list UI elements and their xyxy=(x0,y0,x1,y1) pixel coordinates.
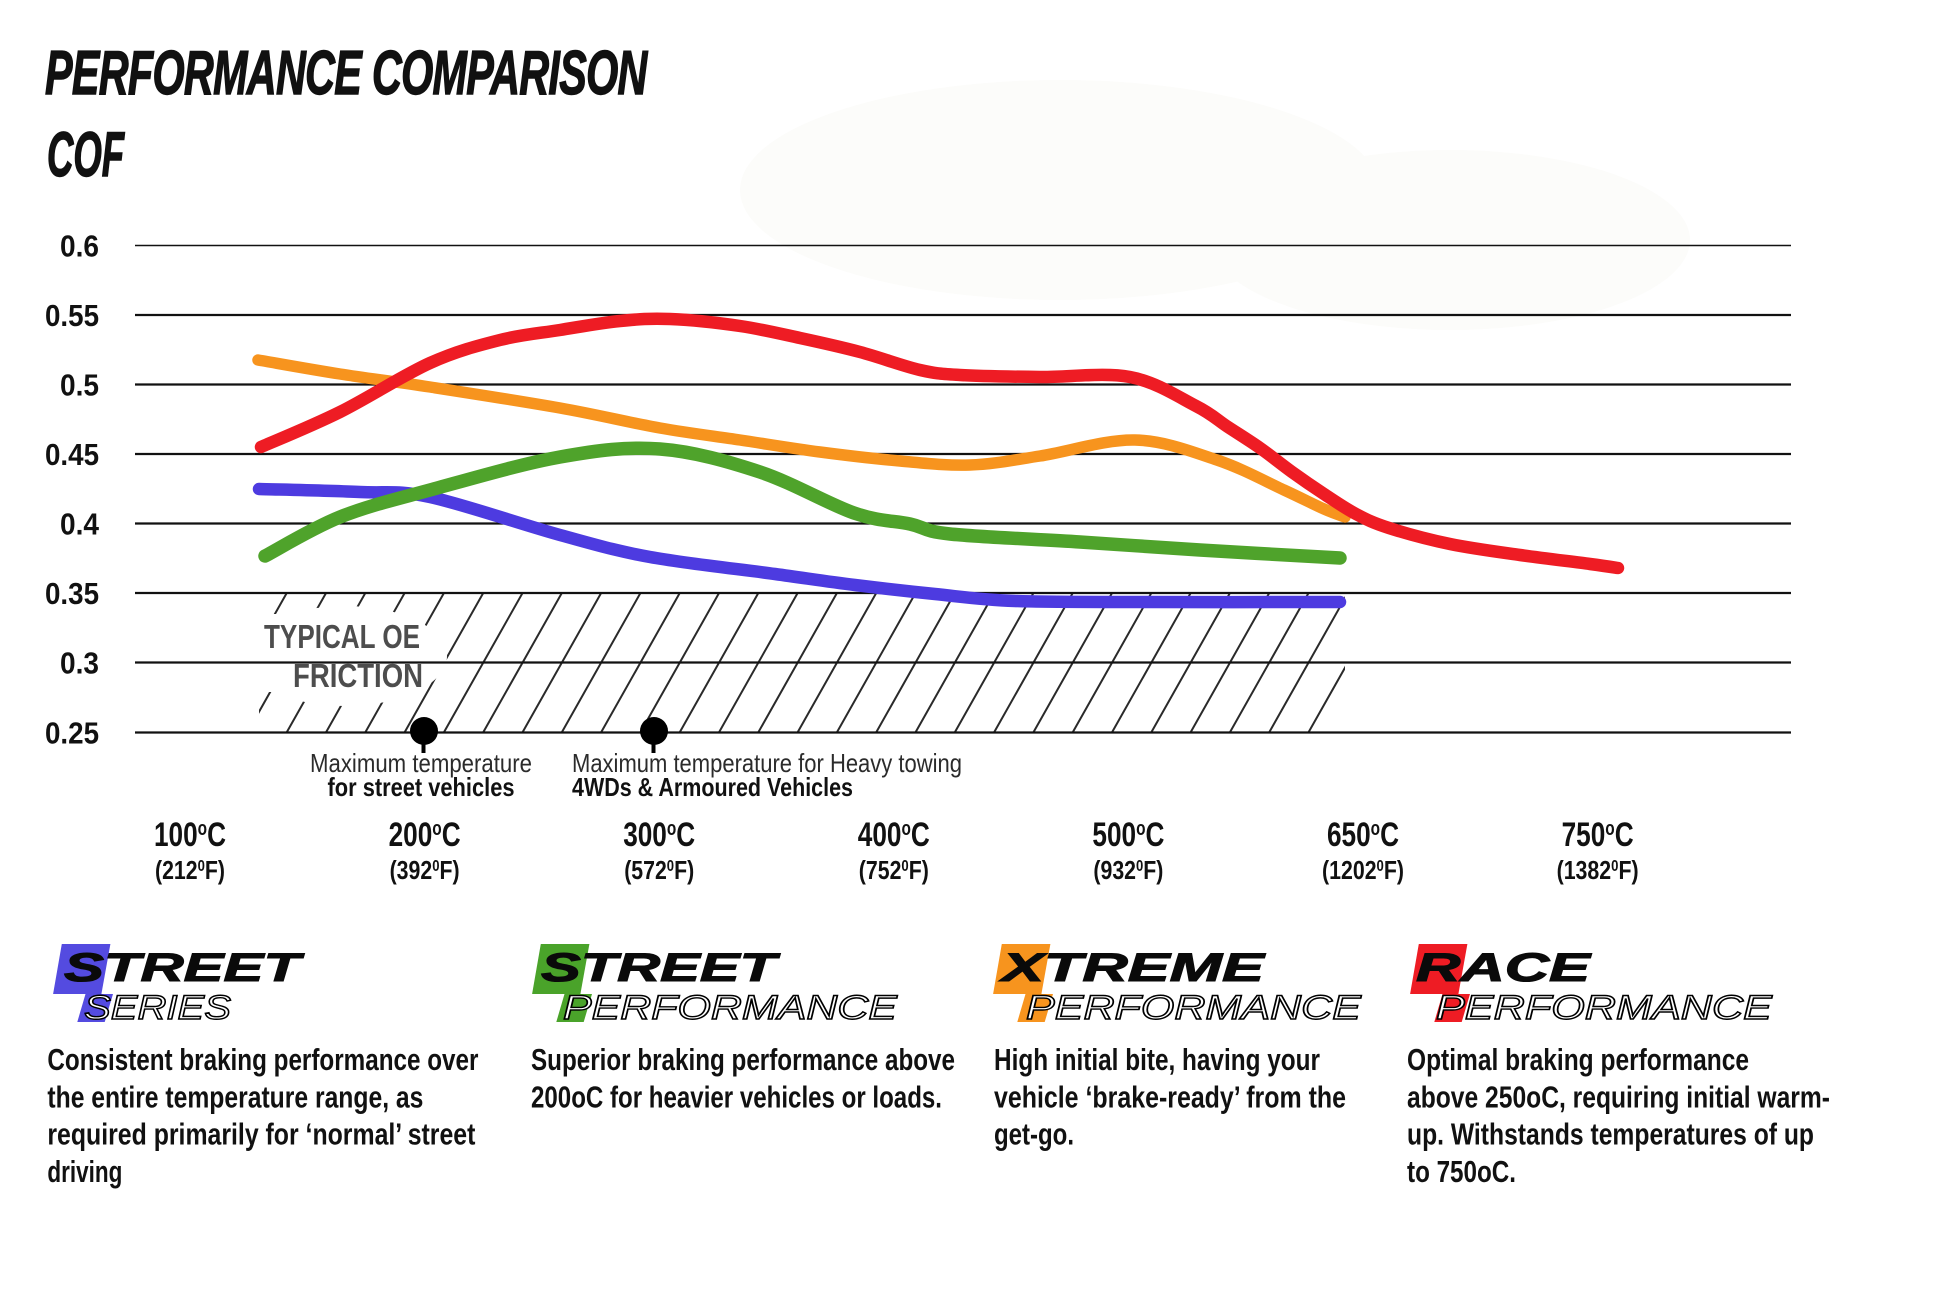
svg-text:200oC for heavier vehicles or: 200oC for heavier vehicles or loads. xyxy=(531,1079,942,1114)
svg-text:(13820F): (13820F) xyxy=(1557,855,1639,885)
svg-text:PERFORMANCE: PERFORMANCE xyxy=(1436,989,1772,1027)
svg-text:get-go.: get-go. xyxy=(994,1117,1074,1152)
svg-text:up. Withstands temperatures of: up. Withstands temperatures of up xyxy=(1407,1117,1814,1152)
svg-text:STREET: STREET xyxy=(64,946,305,990)
svg-text:TYPICAL OE: TYPICAL OE xyxy=(264,618,420,655)
svg-text:0.5: 0.5 xyxy=(60,368,99,403)
svg-text:100oC: 100oC xyxy=(154,816,226,854)
svg-text:PERFORMANCE: PERFORMANCE xyxy=(563,989,897,1027)
svg-text:(12020F): (12020F) xyxy=(1322,855,1404,885)
svg-text:PERFORMANCE: PERFORMANCE xyxy=(1026,989,1361,1027)
svg-text:(7520F): (7520F) xyxy=(859,855,929,885)
svg-text:above 250oC, requiring initial: above 250oC, requiring initial warm- xyxy=(1407,1079,1830,1114)
svg-text:750oC: 750oC xyxy=(1562,816,1634,854)
svg-text:High initial bite, having your: High initial bite, having your xyxy=(994,1042,1320,1077)
svg-text:400oC: 400oC xyxy=(858,816,930,854)
svg-text:0.35: 0.35 xyxy=(45,576,99,611)
svg-text:(3920F): (3920F) xyxy=(390,855,460,885)
svg-text:0.45: 0.45 xyxy=(45,437,99,472)
svg-text:for street vehicles: for street vehicles xyxy=(328,772,515,802)
svg-text:0.55: 0.55 xyxy=(45,298,99,333)
svg-text:500oC: 500oC xyxy=(1092,816,1164,854)
svg-text:(5720F): (5720F) xyxy=(624,855,694,885)
svg-text:0.6: 0.6 xyxy=(60,229,99,264)
svg-text:the entire temperature range,: the entire temperature range, as xyxy=(47,1079,423,1114)
svg-text:0.3: 0.3 xyxy=(60,646,99,681)
svg-text:vehicle ‘brake-ready’ from the: vehicle ‘brake-ready’ from the xyxy=(994,1079,1346,1114)
svg-text:(2120F): (2120F) xyxy=(155,855,225,885)
svg-text:to 750oC.: to 750oC. xyxy=(1407,1154,1516,1189)
svg-text:0.4: 0.4 xyxy=(60,507,100,542)
svg-text:driving: driving xyxy=(47,1154,122,1189)
svg-text:Maximum temperature: Maximum temperature xyxy=(310,748,532,778)
svg-text:Superior braking performance a: Superior braking performance above xyxy=(531,1042,955,1077)
svg-text:required primarily for ‘normal: required primarily for ‘normal’ street xyxy=(47,1117,475,1152)
svg-text:Optimal braking performance: Optimal braking performance xyxy=(1407,1042,1749,1077)
svg-text:300oC: 300oC xyxy=(623,816,695,854)
svg-text:FRICTION: FRICTION xyxy=(293,657,423,694)
svg-text:Maximum temperature for Heavy: Maximum temperature for Heavy towing xyxy=(572,748,962,778)
svg-text:200oC: 200oC xyxy=(389,816,461,854)
svg-text:650oC: 650oC xyxy=(1327,816,1399,854)
svg-text:0.25: 0.25 xyxy=(45,716,99,751)
svg-text:XTREME: XTREME xyxy=(999,946,1266,990)
svg-text:4WDs & Armoured Vehicles: 4WDs & Armoured Vehicles xyxy=(572,772,853,802)
svg-text:SERIES: SERIES xyxy=(84,989,231,1027)
svg-text:STREET: STREET xyxy=(541,946,781,990)
svg-text:RACE: RACE xyxy=(1416,946,1592,990)
svg-text:Consistent braking performance: Consistent braking performance over xyxy=(47,1042,478,1077)
svg-text:(9320F): (9320F) xyxy=(1093,855,1163,885)
